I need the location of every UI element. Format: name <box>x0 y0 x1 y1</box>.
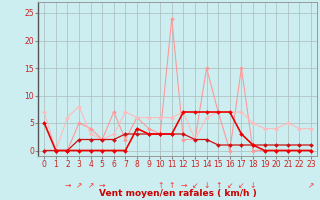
Text: ↗: ↗ <box>87 181 94 190</box>
Text: ↑: ↑ <box>215 181 221 190</box>
Text: ↑: ↑ <box>157 181 164 190</box>
Text: →: → <box>64 181 71 190</box>
Text: ↗: ↗ <box>76 181 82 190</box>
Text: ↗: ↗ <box>308 181 314 190</box>
Text: →: → <box>180 181 187 190</box>
Text: ↓: ↓ <box>204 181 210 190</box>
Text: ↓: ↓ <box>250 181 256 190</box>
Text: ↑: ↑ <box>169 181 175 190</box>
Text: ↙: ↙ <box>192 181 198 190</box>
Text: ↙: ↙ <box>238 181 244 190</box>
Text: →: → <box>99 181 105 190</box>
X-axis label: Vent moyen/en rafales ( km/h ): Vent moyen/en rafales ( km/h ) <box>99 189 256 198</box>
Text: ↙: ↙ <box>227 181 233 190</box>
